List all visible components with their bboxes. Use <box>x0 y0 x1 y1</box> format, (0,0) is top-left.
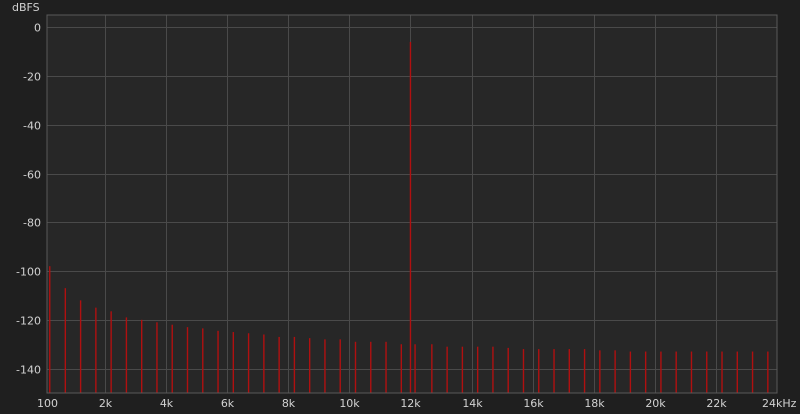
x-tick-label: 2k <box>99 397 113 410</box>
x-tick-label: 20k <box>645 397 666 410</box>
y-tick-label: -100 <box>16 266 41 279</box>
y-axis-ticks: 0 -20 -40 -60 -80 -100 -120 -140 <box>16 22 41 377</box>
y-tick-label: -80 <box>23 217 41 230</box>
grid-lines <box>47 15 777 393</box>
x-axis-ticks: 100 2k 4k 6k 8k 10k 12k 14k 16k 18k 20k 22k <box>37 397 727 410</box>
x-tick-label: 8k <box>282 397 296 410</box>
x-tick-label: 12k <box>400 397 421 410</box>
y-tick-label: -20 <box>23 71 41 84</box>
y-tick-label: 0 <box>34 22 41 35</box>
x-tick-label: 18k <box>584 397 605 410</box>
spectrum-trace <box>49 41 769 393</box>
y-tick-label: -120 <box>16 315 41 328</box>
y-axis-unit: dBFS <box>12 1 40 14</box>
x-tick-label: 16k <box>523 397 544 410</box>
x-tick-label: 100 <box>37 397 58 410</box>
x-axis-unit: 24kHz <box>762 397 797 410</box>
y-tick-label: -40 <box>23 120 41 133</box>
x-tick-label: 22k <box>706 397 727 410</box>
y-tick-label: -60 <box>23 169 41 182</box>
x-tick-label: 6k <box>221 397 235 410</box>
plot-border <box>46 14 778 394</box>
x-tick-label: 10k <box>339 397 360 410</box>
x-tick-label: 14k <box>462 397 483 410</box>
y-tick-label: -140 <box>16 364 41 377</box>
x-tick-label: 4k <box>160 397 174 410</box>
